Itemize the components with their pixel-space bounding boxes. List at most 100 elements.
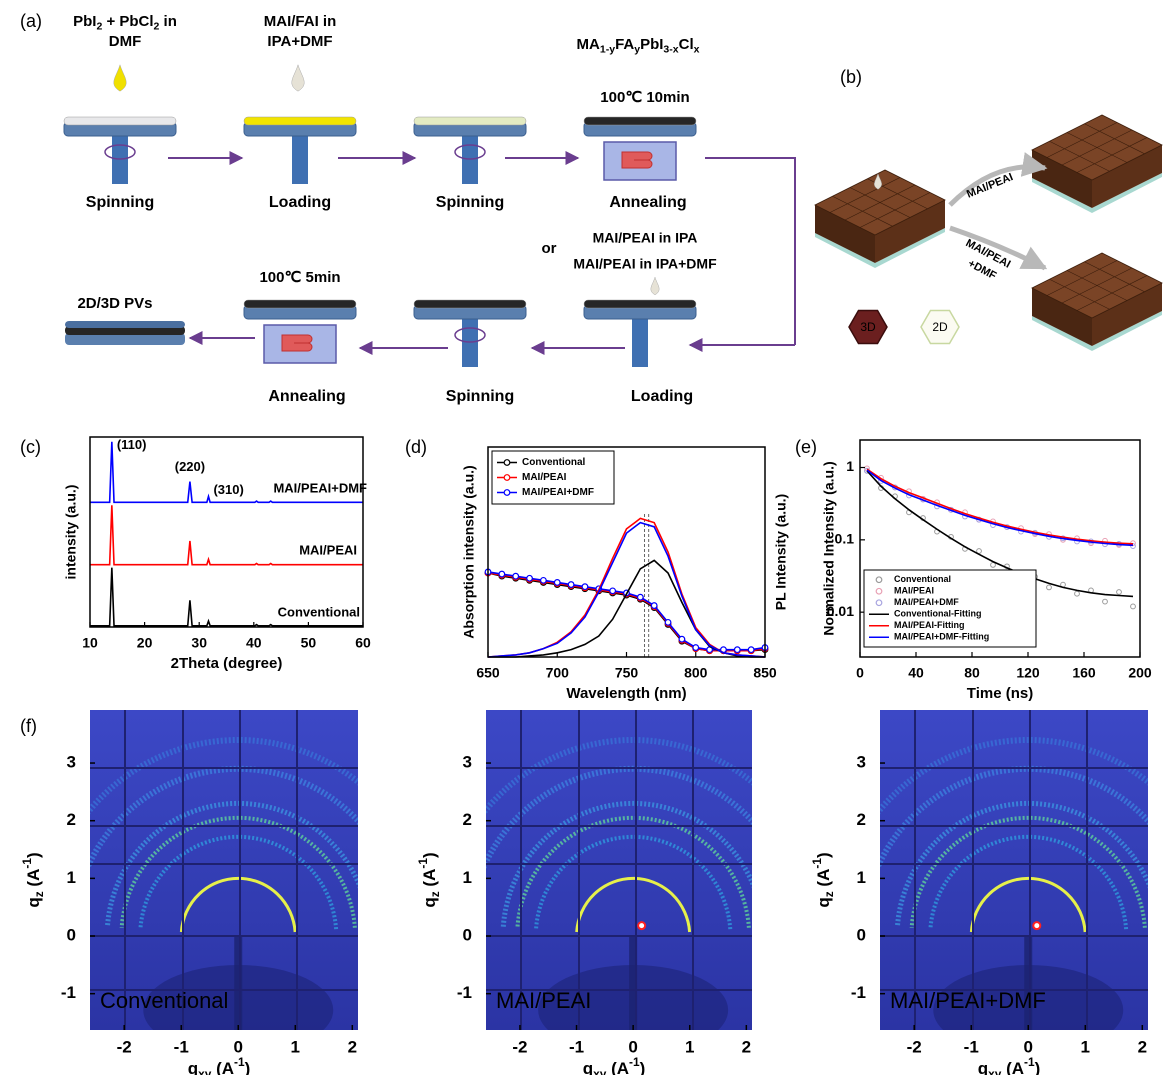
label: Spinning [436,194,504,211]
x-tick-label: -2 [512,1037,527,1056]
x-tick-label: 2 [1138,1037,1147,1056]
label: MA1-yFAyPbI3-xClx [577,36,700,55]
y-tick-label: 1 [463,868,472,887]
panel-label: (d) [405,437,427,457]
label: MAI/PEAI in IPA+DMF [573,256,717,272]
text-part: q [978,1059,988,1075]
label: Loading [269,194,331,211]
data-point [1117,590,1122,595]
legend-marker [504,490,510,496]
beam-spot [1033,922,1040,929]
superscript: -1 [810,858,824,869]
x-tick-label: 650 [476,665,500,681]
film-block [1032,253,1162,351]
legend-label: Conventional-Fitting [894,609,982,619]
data-line [488,573,765,651]
sample-label: Conventional [100,988,228,1013]
text-part: + PbCl [102,13,153,30]
film-block [1032,115,1162,213]
data-point [1103,599,1108,604]
text-part: ) [640,1059,646,1075]
y-tick-label: 0.1 [835,531,855,547]
x-tick-label: 800 [684,665,708,681]
legend-label: MAI/PEAI+DMF-Fitting [894,632,989,642]
data-point [1047,585,1052,590]
superscript: -1 [1024,1055,1035,1069]
x-tick-label: 2 [742,1037,751,1056]
y-tick-label: 0 [857,926,866,945]
film-layer [584,117,696,125]
heater [282,335,312,351]
data-line [867,469,1133,544]
y-axis-title: Absorption intensity (a.u.) [461,465,477,638]
subscript: xy [988,1067,1002,1075]
peak-label: (310) [213,482,243,497]
panel-label: (b) [840,67,862,87]
subscript: xy [198,1067,212,1075]
data-marker [638,594,644,600]
label: PbI2 + PbCl2 in [73,13,177,32]
series-label: MAI/PEAI+DMF [273,480,367,495]
label: IPA+DMF [267,33,332,50]
y-tick-label: 1 [67,868,76,887]
x-tick-label: 0 [1024,1037,1033,1056]
x-axis-title: qxy (A-1) [978,1055,1041,1075]
text-part: q [24,897,43,907]
subscript: 1-y [600,43,615,55]
droplet [651,277,659,295]
data-marker [651,603,657,609]
label: Annealing [268,388,345,405]
x-tick-label: 60 [355,635,371,651]
data-marker [679,636,685,642]
y-tick-label: 2 [857,810,866,829]
text-part: MA [577,36,600,53]
x-tick-label: 50 [301,635,317,651]
spin-coater [64,117,176,184]
figure: (a)(b)(c)(d)(e)(f)PbI2 + PbCl2 inDMFMAI/… [0,0,1164,1075]
legend-label: MAI/PEAI [522,472,567,483]
text-part: DMF [109,33,142,50]
x-tick-label: -1 [174,1037,189,1056]
spin-coater [244,300,356,363]
x-tick-label: 200 [1128,665,1152,681]
panel-label: (e) [795,437,817,457]
film-layer [414,117,526,125]
text-part: ) [245,1059,251,1075]
x-tick-label: 850 [753,665,777,681]
legend-marker [504,460,510,466]
text-part: Cl [679,36,694,53]
heater [622,152,652,168]
x-tick-label: -1 [964,1037,979,1056]
x-tick-label: -1 [569,1037,584,1056]
x-tick-label: 0 [628,1037,637,1056]
text-part: (A [1001,1059,1024,1075]
y-axis-title: qz (A-1) [20,852,46,907]
y-tick-label: 0 [67,926,76,945]
text-part: FA [615,36,634,53]
droplet [292,65,304,91]
x-tick-label: 750 [615,665,639,681]
spin-coater [244,117,356,184]
film-layer [414,300,526,308]
x-tick-label: 2 [348,1037,357,1056]
data-line [488,573,765,651]
text-part: (A [814,869,833,892]
y-tick-label: -1 [851,983,866,1002]
data-point [1075,591,1080,596]
series-label: MAI/PEAI [299,542,357,557]
text-part: (A [211,1059,234,1075]
data-marker [568,582,574,588]
x-tick-label: 700 [546,665,570,681]
y-axis-title: intensity (a.u.) [63,485,79,580]
text-part: PbI [640,36,663,53]
data-marker [735,647,741,653]
data-marker [527,575,533,581]
data-marker [582,584,588,590]
x-tick-label: 160 [1072,665,1096,681]
y-tick-label: -1 [457,983,472,1002]
x-tick-label: 30 [191,635,207,651]
label: Annealing [609,194,686,211]
subscript: 3-x [663,43,678,55]
panel-label: (f) [20,716,37,736]
x-tick-label: 40 [246,635,262,651]
